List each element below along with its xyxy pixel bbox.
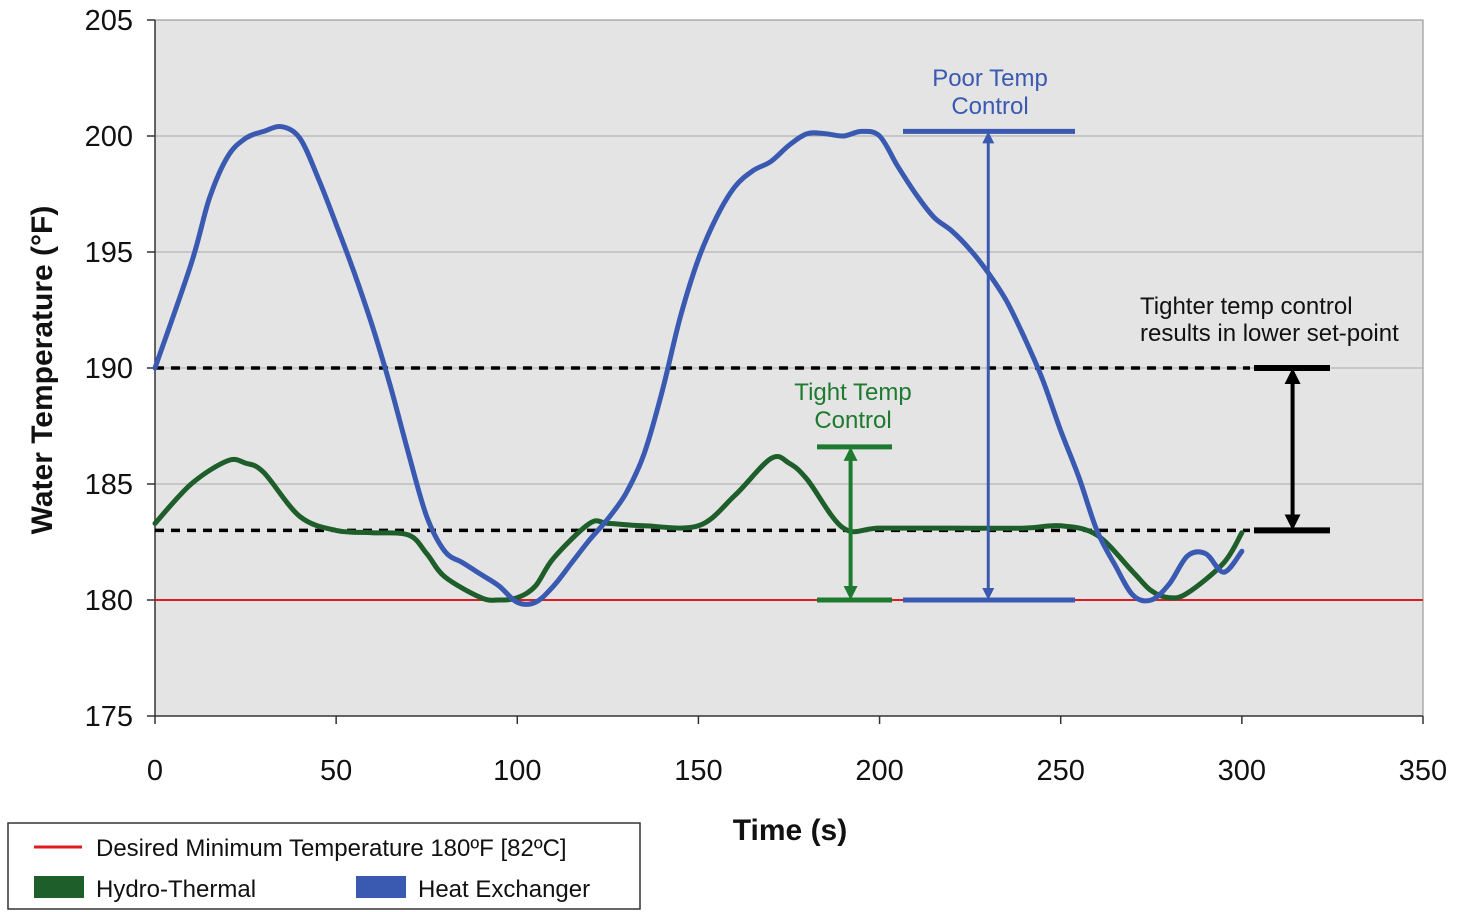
series-line-heat-exchanger [152,124,1245,607]
tight-control-label-line-2: Control [814,407,891,434]
x-axis-title: Time (s) [733,814,847,847]
x-tick-label-250: 250 [1037,755,1085,787]
y-tick-label-190: 190 [85,353,133,385]
legend-frame [7,822,641,910]
series-lines [152,124,1245,607]
setpoint-label-line-1: Tighter temp control [1140,293,1353,320]
y-tick-label-195: 195 [85,237,133,269]
poor-control-label-line-1: Poor Temp [932,65,1048,92]
y-tick-label-200: 200 [85,121,133,153]
x-tick-label-300: 300 [1218,755,1266,787]
y-tick-label-185: 185 [85,469,133,501]
legend-label-min-temp: Desired Minimum Temperature 180ºF [82ºC] [96,835,567,862]
setpoint-label-line-2: results in lower set-point [1140,320,1399,347]
y-tick-label-175: 175 [85,701,133,733]
y-axis-title: Water Temperature (°F) [26,206,59,535]
x-tick-label-50: 50 [320,755,352,787]
legend: Desired Minimum Temperature 180ºF [82ºC]… [7,822,641,910]
legend-swatch-hydro-thermal [34,876,84,898]
x-tick-label-100: 100 [493,755,541,787]
legend-label-heat-exchanger: Heat Exchanger [418,876,590,903]
y-tick-label-180: 180 [85,585,133,617]
x-tick-label-150: 150 [674,755,722,787]
x-tick-label-0: 0 [147,755,163,787]
poor-control-label-line-2: Control [951,93,1028,120]
legend-swatch-heat-exchanger [356,876,406,898]
tight-control-label-line-1: Tight Temp [794,379,911,406]
x-tick-label-200: 200 [855,755,903,787]
y-tick-label-205: 205 [85,5,133,37]
tick-labels: 175 180 185 190 195 200 205 0 50 100 150 200 250 300 3… [85,5,1448,787]
x-tick-label-350: 350 [1399,755,1447,787]
legend-label-hydro-thermal: Hydro-Thermal [96,876,256,903]
